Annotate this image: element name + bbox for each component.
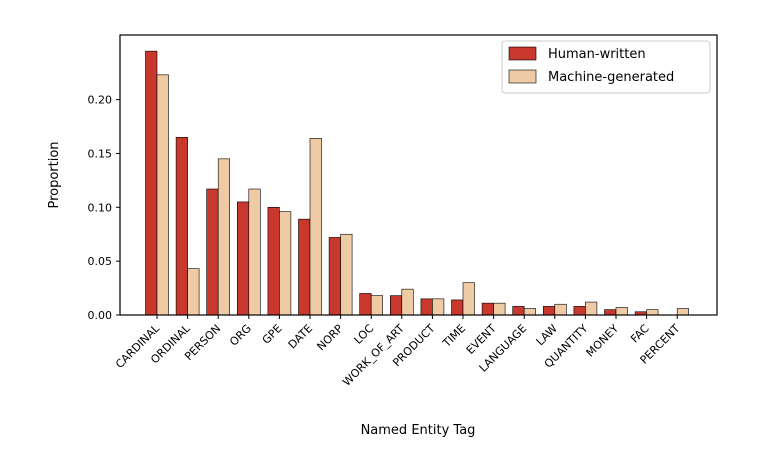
bar-human-law — [542, 306, 556, 316]
x-tick-label: NORP — [314, 322, 345, 353]
y-tick-label: 0.20 — [88, 94, 113, 107]
bar-machine-time — [462, 282, 475, 316]
plot-frame — [119, 34, 718, 316]
y-axis: 0.00 0.05 0.10 0.15 0.20 — [88, 94, 120, 322]
bar-machine-cardinal — [156, 74, 169, 316]
bar-human-gpe — [267, 207, 280, 316]
legend-box — [501, 40, 711, 94]
bar-machine-person — [217, 158, 230, 316]
bar-human-date — [298, 218, 311, 316]
y-tick-label: 0.05 — [88, 255, 113, 268]
y-tick-label: 0.10 — [88, 201, 113, 214]
legend-swatch-machine — [508, 69, 537, 84]
bar-human-work-of-art — [389, 295, 403, 316]
bar-machine-language — [523, 308, 537, 316]
bar-machine-percent — [676, 308, 690, 316]
bar-human-norp — [328, 237, 341, 316]
x-tick-label: GPE — [260, 322, 285, 347]
bars-layer — [145, 50, 690, 316]
bar-human-org — [237, 201, 250, 316]
bar-human-ordinal — [175, 137, 188, 316]
bar-human-money — [604, 309, 617, 316]
bar-machine-fac — [646, 309, 659, 316]
bar-human-language — [512, 306, 525, 316]
x-tick-label: MONEY — [584, 322, 622, 360]
bar-human-person — [206, 188, 219, 316]
legend-swatch-human — [508, 46, 537, 61]
bar-human-quantity — [573, 306, 586, 316]
legend-label-human: Human-written — [548, 47, 646, 62]
bar-machine-work-of-art — [401, 288, 414, 316]
y-axis-label: Proportion — [47, 141, 62, 208]
bar-machine-money — [615, 307, 628, 316]
bar-machine-quantity — [585, 301, 598, 316]
x-axis-label: Named Entity Tag — [361, 423, 476, 438]
bar-machine-gpe — [279, 211, 292, 316]
bar-machine-loc — [370, 295, 384, 316]
x-tick-label: ORG — [227, 322, 254, 349]
x-tick-label: DATE — [286, 322, 315, 351]
y-tick-label: 0.00 — [88, 309, 113, 322]
bar-machine-org — [248, 188, 261, 316]
bar-machine-product — [432, 298, 445, 316]
x-tick-label: FAC — [628, 322, 652, 346]
bar-machine-event — [493, 302, 506, 316]
legend: Human-written Machine-generated — [501, 40, 711, 94]
bar-machine-ordinal — [187, 268, 200, 316]
bar-machine-norp — [340, 233, 353, 316]
legend-label-machine: Machine-generated — [548, 70, 674, 85]
bar-human-event — [481, 302, 494, 316]
x-tick-label: LOC — [352, 322, 377, 347]
bar-human-time — [451, 299, 464, 316]
x-tick-label: LAW — [534, 322, 560, 348]
bar-human-cardinal — [145, 50, 158, 316]
bar-machine-date — [309, 138, 322, 316]
bar-human-loc — [359, 293, 372, 316]
y-tick-label: 0.15 — [88, 147, 113, 160]
bar-machine-law — [554, 303, 567, 316]
bar-human-product — [420, 298, 433, 316]
